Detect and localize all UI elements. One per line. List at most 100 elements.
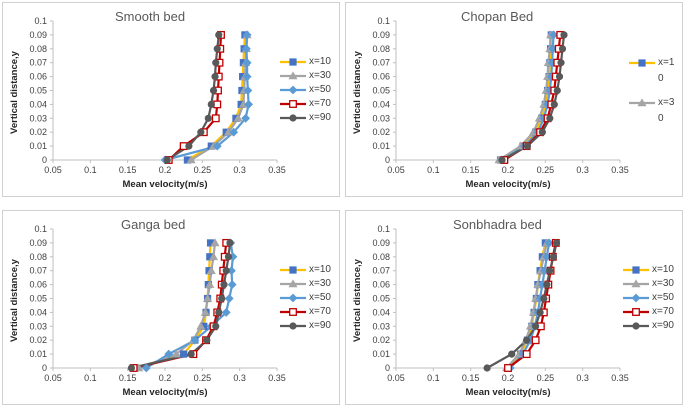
data-point-x=90 [209,86,218,95]
panel-title: Smooth bed [115,9,186,24]
legend-marker [638,59,646,67]
panel-title: Ganga bed [121,217,186,232]
x-tick-label: 0.1 [84,165,97,175]
legend-item: x=50 [279,83,331,97]
data-point-x=90 [212,59,220,67]
x-tick-label: 0.05 [387,165,405,175]
data-point-x=30 [200,307,210,316]
data-point-x=50 [227,280,237,290]
data-point-x=90 [218,294,226,303]
y-tick-label: 0.06 [372,72,390,82]
y-tick-label: 0.03 [372,113,390,123]
legend-label: x=90 [652,320,674,331]
data-point-x=90 [224,253,233,261]
y-tick-label: 0.01 [372,141,390,151]
data-point-x=30 [206,266,216,275]
y-tick-label: 0.04 [372,99,390,109]
legend: x=10 x=30 x=50 x=70 x=90 [622,263,674,333]
data-point-x=50 [549,30,558,40]
y-tick-label: 0.1 [377,224,390,234]
y-tick-label: 0.05 [372,294,390,304]
x-tick-label: 0.1 [427,165,440,175]
legend-swatch [623,266,649,274]
legend-item: x=70 [279,97,331,111]
legend-marker [631,293,641,303]
data-point-x=90 [211,72,219,81]
legend-item: x=1 0 [628,55,674,87]
y-tick-label: 0.02 [29,127,47,137]
legend-marker [632,322,640,330]
legend: x=1 0 x=3 0 [628,55,674,127]
legend-swatch [280,279,306,288]
data-point-x=50 [221,307,231,317]
legend-label: x=10 [309,56,331,67]
data-point-x=90 [546,114,554,122]
x-tick-label: 0.05 [44,373,62,383]
chart-smooth-bed: 0 0.01 0.02 0.03 0.04 0.05 0.06 0.07 0.08 0.09 0.1… [9,16,286,190]
panel-title: Sonbhadra bed [453,217,542,232]
y-tick-label: 0.02 [372,335,390,345]
legend-item: x=50 [622,291,674,305]
legend-marker [289,114,297,122]
y-tick-label: 0.06 [372,280,390,290]
legend-marker [288,279,298,288]
x-axis-label: Mean velocity(m/s) [466,387,551,398]
legend-item: x=30 [279,69,331,83]
x-axis-label: Mean velocity(m/s) [466,179,551,190]
legend-marker [637,98,647,107]
data-point-x=90 [550,100,558,108]
panel-title: Chopan Bed [461,9,534,24]
data-point-x=90 [215,31,223,39]
x-tick-label: 0.15 [119,373,137,383]
data-point-x=30 [196,321,206,330]
y-tick-label: 0.02 [29,335,47,345]
x-tick-label: 0.3 [233,165,246,175]
data-point-x=70 [213,100,222,109]
data-point-x=90 [226,239,234,247]
data-point-x=90 [552,239,561,247]
x-tick-label: 0.05 [387,373,405,383]
y-tick-label: 0 [385,155,390,165]
series-line-x=30 [138,242,217,370]
legend-label: x=50 [309,84,331,95]
data-point-x=90 [220,280,228,289]
x-tick-label: 0.2 [159,373,172,383]
legend: x=10 x=30 x=50 x=70 x=90 [279,263,331,333]
data-point-x=50 [212,141,222,151]
data-point-x=90 [204,114,212,122]
data-point-x=90 [197,128,205,136]
legend-swatch [280,322,306,330]
legend-label: x=30 [309,278,331,289]
legend-label: x=70 [652,306,674,317]
data-point-x=90 [187,350,195,358]
data-point-x=90 [560,31,568,39]
data-point-x=70 [531,336,540,345]
legend-item: x=3 0 [628,95,674,127]
data-point-x=30 [210,238,220,247]
data-point-x=50 [229,127,239,137]
data-point-x=90 [543,280,551,289]
y-tick-label: 0.02 [372,127,390,137]
data-point-x=50 [544,238,554,248]
y-axis-label: Vertical distance,y [9,50,20,134]
x-tick-label: 0.35 [611,165,629,175]
data-point-x=70 [504,364,512,372]
x-axis-label: Mean velocity(m/s) [123,387,208,398]
y-tick-label: 0.03 [29,321,47,331]
data-point-x=50 [241,113,251,123]
x-tick-label: 0.25 [194,373,212,383]
legend-marker [289,100,297,108]
data-point-x=90 [555,72,564,81]
legend-swatch [280,85,306,95]
legend-swatch [629,98,655,107]
panel-smooth-bed: Smooth bed 0 0.01 0.02 0.03 0.04 0.05 0.06 0.07… [2,2,340,197]
legend-label: x=10 [309,264,331,275]
legend-swatch [623,279,649,288]
legend-swatch [623,322,649,330]
data-point-x=90 [203,336,211,344]
y-tick-label: 0.04 [372,307,390,317]
y-tick-label: 0.04 [29,99,47,109]
y-tick-label: 0.08 [372,252,390,262]
data-point-x=90 [163,156,171,164]
